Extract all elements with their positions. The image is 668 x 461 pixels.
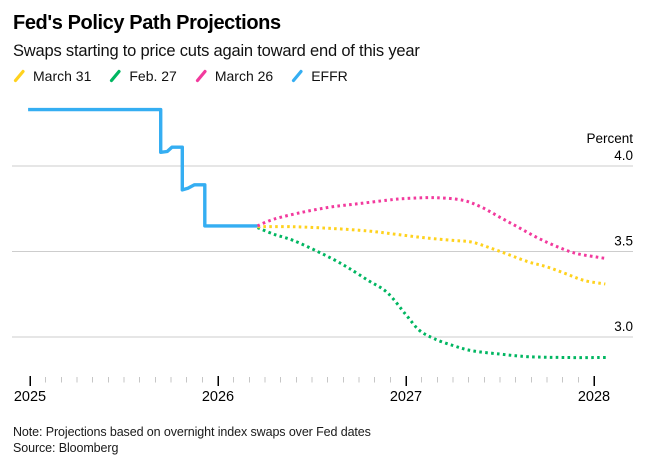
y-axis-unit-label: Percent bbox=[586, 131, 633, 146]
series-lines bbox=[28, 107, 608, 360]
green-slash-icon bbox=[110, 69, 121, 83]
chart-source: Source: Bloomberg bbox=[13, 441, 119, 455]
yellow-slash-icon bbox=[13, 69, 25, 83]
y-tick-label: 3.5 bbox=[614, 234, 633, 249]
legend-label: March 26 bbox=[214, 68, 274, 84]
magenta-slash-icon bbox=[195, 69, 207, 83]
legend-label: Feb. 27 bbox=[129, 68, 177, 84]
x-tick-label: 2028 bbox=[578, 389, 610, 405]
chart-note: Note: Projections based on overnight ind… bbox=[13, 425, 371, 439]
chart-title: Fed's Policy Path Projections bbox=[13, 12, 281, 34]
chart-subtitle: Swaps starting to price cuts again towar… bbox=[13, 42, 420, 60]
axis-labels: 4.0 Percent 3.5 3.0 2025 2026 2027 2028 bbox=[14, 131, 633, 405]
legend-item-effr: EFFR bbox=[291, 68, 348, 84]
x-tick-label: 2026 bbox=[202, 389, 234, 405]
legend-item-feb-27: Feb. 27 bbox=[109, 68, 177, 84]
series-line-march-26 bbox=[256, 196, 606, 260]
gridlines bbox=[12, 165, 633, 338]
legend-label: March 31 bbox=[33, 68, 92, 84]
series-line-feb-27 bbox=[256, 226, 608, 360]
x-tick-label: 2027 bbox=[390, 389, 422, 405]
chart-legend: March 31 Feb. 27 March 26 EFFR bbox=[13, 68, 348, 84]
x-tick-label: 2025 bbox=[14, 389, 46, 405]
legend-label: EFFR bbox=[311, 68, 348, 84]
series-line-effr bbox=[28, 107, 258, 228]
y-tick-label: 4.0 bbox=[614, 148, 633, 163]
series-line-march-31 bbox=[257, 225, 606, 286]
y-tick-label: 3.0 bbox=[614, 319, 633, 334]
x-axis-ticks bbox=[29, 376, 595, 386]
blue-slash-icon bbox=[292, 69, 303, 83]
legend-item-march-26: March 26 bbox=[195, 68, 273, 84]
legend-item-march-31: March 31 bbox=[13, 68, 91, 84]
